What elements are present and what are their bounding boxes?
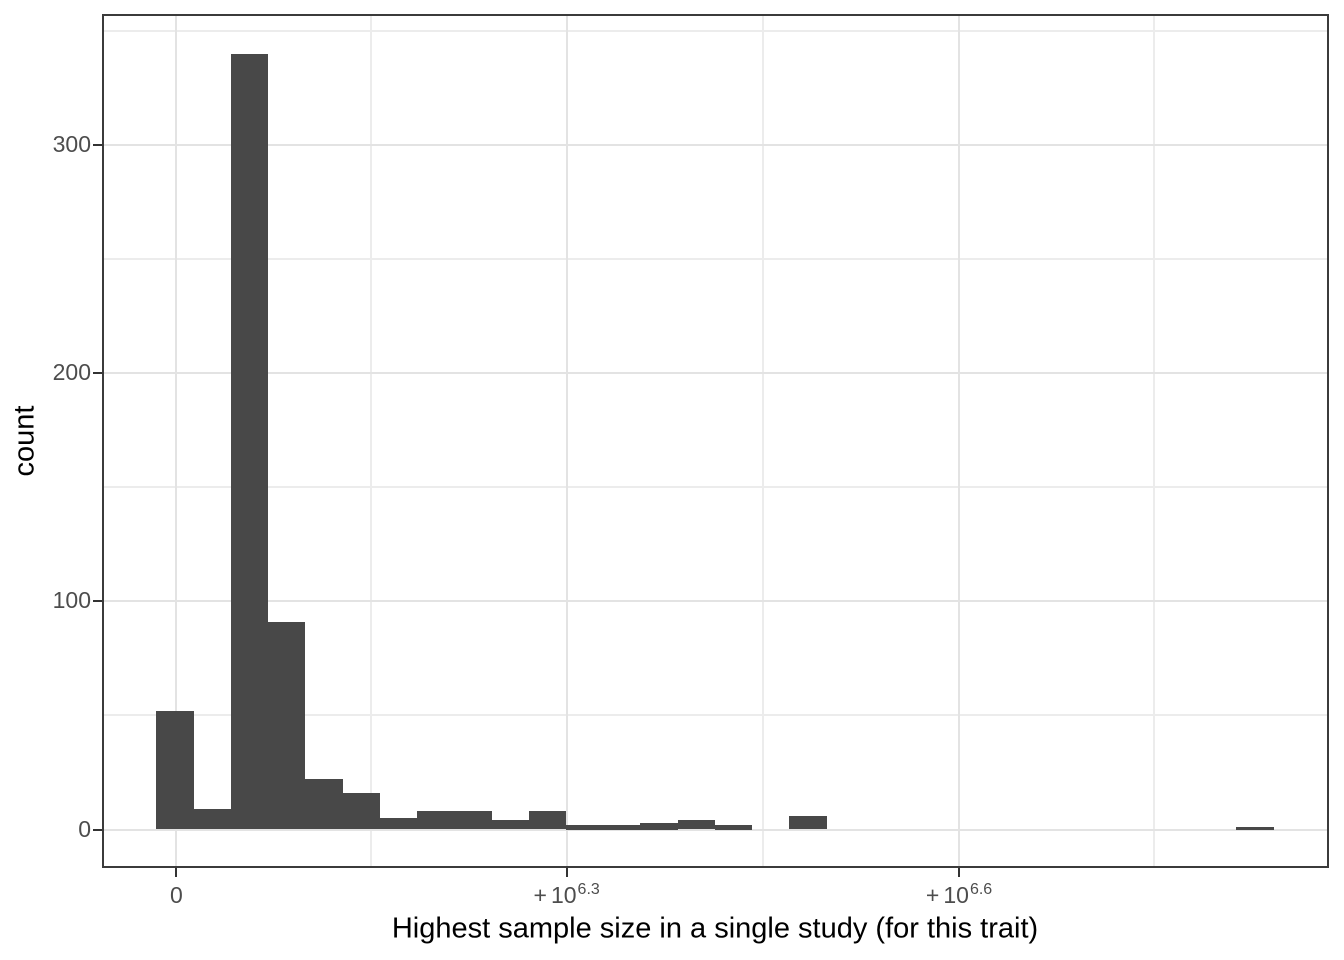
x-tick-plus-sign: + bbox=[533, 882, 547, 908]
histogram-bar bbox=[379, 818, 418, 830]
y-tick-label: 0 bbox=[78, 815, 91, 842]
y-major-gridline bbox=[102, 372, 1329, 375]
plot-panel-border bbox=[102, 14, 1329, 868]
y-tick-label: 300 bbox=[52, 131, 91, 158]
x-tick-exponent: 6.6 bbox=[969, 881, 993, 898]
y-minor-gridline bbox=[102, 258, 1329, 261]
histogram-bar bbox=[1236, 827, 1274, 830]
histogram-bar bbox=[193, 808, 231, 830]
histogram-bar bbox=[528, 811, 566, 830]
histogram-bar bbox=[714, 824, 753, 830]
y-major-gridline bbox=[102, 600, 1329, 603]
histogram-bar bbox=[156, 710, 194, 830]
y-major-gridline bbox=[102, 143, 1329, 146]
histogram-bar bbox=[491, 820, 529, 830]
x-axis-title: Highest sample size in a single study (f… bbox=[391, 912, 1039, 945]
y-axis-tick-mark bbox=[93, 600, 102, 603]
x-tick-label: 0 bbox=[169, 882, 183, 908]
x-tick-label: +106.3 bbox=[533, 881, 600, 908]
y-axis-tick-mark bbox=[93, 828, 102, 831]
y-axis-tick-mark bbox=[93, 372, 102, 375]
histogram-bar bbox=[789, 815, 827, 830]
x-minor-gridline bbox=[370, 14, 373, 868]
histogram-bar bbox=[342, 792, 380, 830]
y-minor-gridline bbox=[102, 486, 1329, 489]
y-minor-gridline bbox=[102, 29, 1329, 32]
plot-panel-gridlines bbox=[102, 14, 1329, 868]
histogram-bar bbox=[268, 621, 306, 830]
x-tick-plus-sign: + bbox=[925, 882, 940, 908]
x-tick-exponent: 6.3 bbox=[577, 881, 600, 898]
x-axis-tick-mark bbox=[958, 868, 961, 877]
x-axis-tick-mark bbox=[565, 868, 568, 877]
x-major-gridline bbox=[958, 14, 961, 868]
y-tick-label: 200 bbox=[52, 359, 91, 386]
y-axis-tick-mark bbox=[93, 143, 102, 146]
y-axis-title: count bbox=[8, 405, 41, 477]
x-tick-base: 10 bbox=[550, 882, 577, 908]
histogram-bar bbox=[566, 824, 604, 830]
x-minor-gridline bbox=[1153, 14, 1156, 868]
y-major-gridline bbox=[102, 828, 1329, 831]
x-major-gridline bbox=[565, 14, 568, 868]
x-tick-base: 10 bbox=[943, 882, 969, 908]
histogram-bar bbox=[640, 822, 678, 830]
histogram-bars-layer bbox=[102, 14, 1329, 868]
histogram-bar bbox=[417, 811, 455, 830]
histogram-bar bbox=[230, 53, 269, 830]
x-major-gridline bbox=[175, 14, 178, 868]
histogram-bar bbox=[677, 820, 715, 830]
histogram-bar bbox=[603, 824, 641, 830]
y-tick-label: 100 bbox=[52, 587, 91, 614]
x-tick-label: +106.6 bbox=[925, 881, 993, 908]
histogram-bar bbox=[305, 779, 343, 830]
x-axis-tick-mark bbox=[175, 868, 178, 877]
histogram-bar bbox=[454, 811, 492, 830]
x-minor-gridline bbox=[761, 14, 764, 868]
y-minor-gridline bbox=[102, 714, 1329, 717]
